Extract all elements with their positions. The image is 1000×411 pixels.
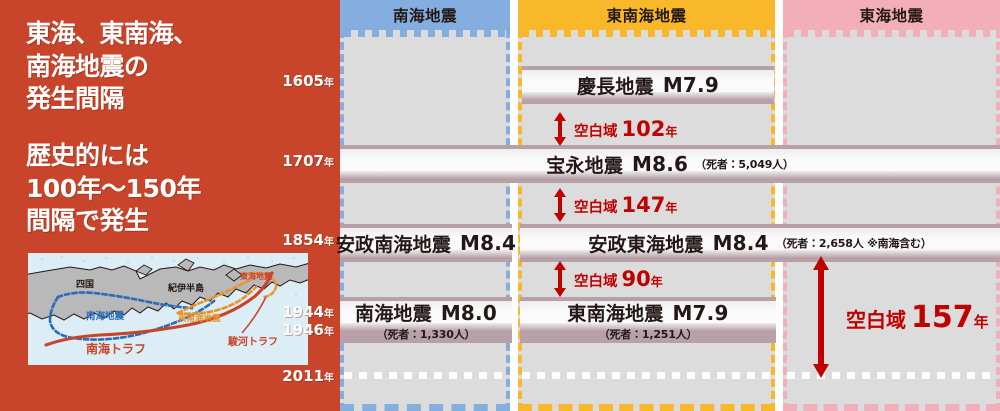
event-magnitude: M8.4 <box>460 231 517 255</box>
subheadline-line-2: 100年～150年 <box>26 173 201 203</box>
map-label-shikoku: 四国 <box>76 279 94 290</box>
gap-annotation-157: 空白域 157年 <box>810 256 989 378</box>
gap-label: 空白域 <box>574 274 618 290</box>
gap-unit: 年 <box>665 125 678 139</box>
map-svg: 四国 紀伊半島 南海地震 東南海地震 東海地震 南海トラフ 駿河トラフ <box>28 253 308 365</box>
column-header-tokai: 東海地震 <box>783 0 1000 30</box>
year-axis: 1605年 1707年 1854年 1944年 1946年 2011年 <box>270 0 342 411</box>
event-magnitude: M7.9 <box>672 300 729 325</box>
event-magnitude: M8.0 <box>440 300 497 325</box>
headline-line-2: 南海地震の <box>26 51 149 81</box>
gap-text: 空白域 157年 <box>846 300 989 335</box>
event-magnitude: M8.6 <box>632 152 689 176</box>
year-label-1707: 1707年 <box>282 152 334 170</box>
gap-label: 空白域 <box>846 307 906 332</box>
map-label-tonankai-zone: 東南海地震 <box>178 313 221 324</box>
headline: 東海、東南海、 南海地震の 発生間隔 <box>26 18 326 116</box>
double-arrow-icon <box>554 112 566 146</box>
gap-annotation-102: 空白域 102年 <box>552 112 677 146</box>
event-name: 安政南海地震 <box>335 233 452 256</box>
gap-unit: 年 <box>665 201 678 215</box>
double-arrow-icon <box>813 256 829 378</box>
event-bar-1854-ansei-nankai: 安政南海地震 M8.4 <box>336 224 516 262</box>
column-body-nankai <box>340 30 510 411</box>
event-name: 宝永地震 <box>546 154 624 177</box>
year-label-1946: 1946年 <box>282 321 334 339</box>
gap-text: 空白域 102年 <box>574 117 677 141</box>
headline-line-1: 東海、東南海、 <box>26 19 198 48</box>
event-bar-1707-hoei: 宝永地震 M8.6 （死者：5,049人） <box>340 145 1000 183</box>
year-label-1854: 1854年 <box>282 231 334 249</box>
nankai-trough-map: 四国 紀伊半島 南海地震 東南海地震 東海地震 南海トラフ 駿河トラフ <box>28 253 308 365</box>
event-magnitude: M7.9 <box>662 73 719 97</box>
gap-text: 空白域 90年 <box>574 267 663 291</box>
map-label-tokai-zone: 東海地震 <box>240 271 273 281</box>
map-label-suruga-trough: 駿河トラフ <box>228 335 278 348</box>
event-name: 東南海地震 <box>567 302 664 325</box>
title-panel: 東海、東南海、 南海地震の 発生間隔 歴史的には 100年～150年 間隔で発生 <box>0 0 340 411</box>
gap-annotation-147: 空白域 147年 <box>552 188 677 222</box>
double-arrow-icon <box>554 188 566 222</box>
event-magnitude: M8.4 <box>712 231 769 255</box>
gap-text: 空白域 147年 <box>574 193 677 217</box>
map-label-nankai-zone: 南海地震 <box>86 310 125 322</box>
event-name: 安政東海地震 <box>588 233 704 256</box>
column-header-tonankai: 東南海地震 <box>518 0 775 30</box>
year-label-1944: 1944年 <box>282 303 334 321</box>
gap-value: 147 <box>621 193 666 217</box>
gap-value: 157 <box>911 299 974 335</box>
gap-label: 空白域 <box>574 124 618 140</box>
gap-label: 空白域 <box>574 200 618 216</box>
gap-annotation-90: 空白域 90年 <box>552 261 663 297</box>
event-note: （死者：5,049人） <box>695 158 794 171</box>
subheadline-line-1: 歴史的には <box>26 141 149 170</box>
column-header-nankai: 南海地震 <box>340 0 510 30</box>
gap-unit: 年 <box>650 275 663 289</box>
gap-value: 102 <box>621 117 666 141</box>
event-note: （死者：2,658人 ※南海含む） <box>775 237 932 250</box>
baseline-2011-tokai <box>787 372 996 379</box>
event-note: （死者：1,330人） <box>376 327 476 341</box>
baseline-2011-nankai <box>344 372 506 379</box>
column-nankai: 南海地震 <box>340 0 510 411</box>
event-bar-1605-keicho: 慶長地震 M7.9 <box>522 66 774 104</box>
event-bar-1944-tonankai: 東南海地震 M7.9 （死者：1,251人） <box>520 297 776 343</box>
year-label-2011: 2011年 <box>282 367 334 385</box>
event-bar-1946-nankai: 南海地震 M8.0 （死者：1,330人） <box>340 297 512 343</box>
year-label-1605: 1605年 <box>282 72 334 90</box>
map-label-nankai-trough: 南海トラフ <box>86 341 146 356</box>
map-label-kii: 紀伊半島 <box>167 282 204 294</box>
gap-value: 90 <box>621 267 651 291</box>
event-name: 慶長地震 <box>577 75 654 98</box>
subheadline-line-3: 間隔で発生 <box>26 206 149 235</box>
event-headline: 東南海地震 M7.9 <box>567 299 728 326</box>
headline-line-3: 発生間隔 <box>26 84 125 113</box>
gap-unit: 年 <box>973 312 989 331</box>
subheadline: 歴史的には 100年～150年 間隔で発生 <box>26 140 326 238</box>
event-bar-1854-ansei-tokai: 安政東海地震 M8.4 （死者：2,658人 ※南海含む） <box>520 224 1000 262</box>
double-arrow-icon <box>554 261 566 297</box>
event-name: 南海地震 <box>355 302 432 325</box>
baseline-2011-tonankai <box>522 372 771 379</box>
event-note: （死者：1,251人） <box>598 327 698 341</box>
timeline-chart: 南海地震 東南海地震 東海地震 慶長地震 M7.9 宝永地震 M8.6 （死者：… <box>336 0 1000 411</box>
event-headline: 南海地震 M8.0 <box>355 299 497 326</box>
